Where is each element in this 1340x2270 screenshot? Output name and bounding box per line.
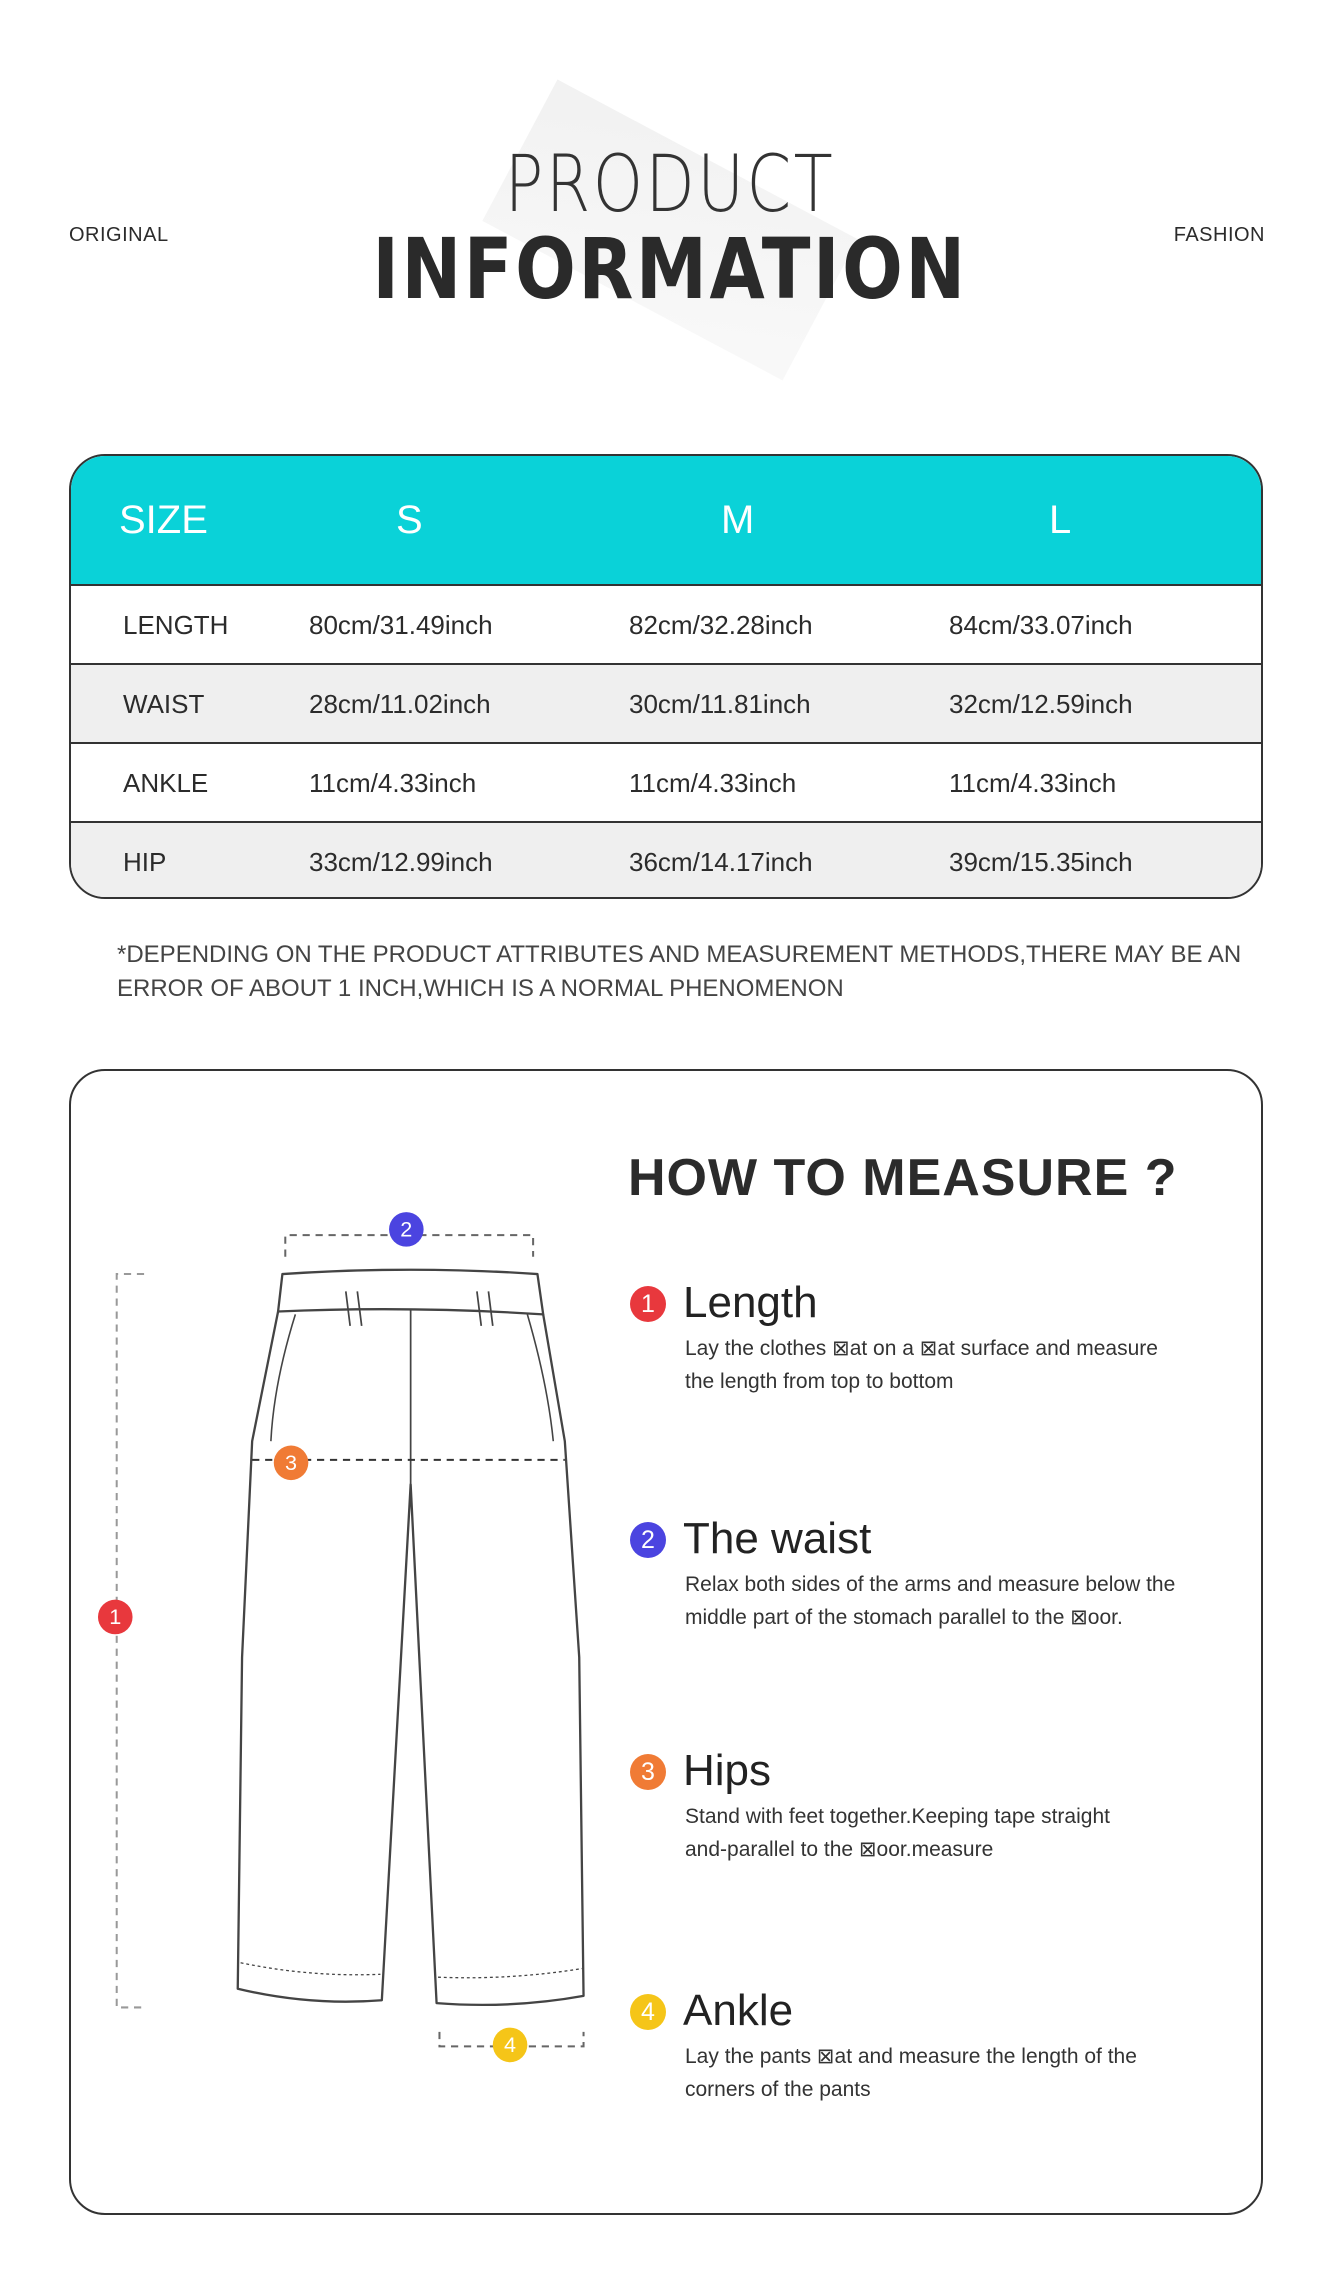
col-m: M — [721, 498, 755, 542]
cell: 39cm/15.35inch — [949, 847, 1133, 877]
size-table-header: SIZE S M L — [71, 456, 1261, 586]
cell: 11cm/4.33inch — [309, 768, 477, 798]
waist-marker-icon — [389, 1212, 424, 1247]
cell: 84cm/33.07inch — [949, 610, 1133, 640]
pants-outline — [236, 1268, 585, 2007]
row-label: HIP — [123, 847, 167, 877]
cell: 11cm/4.33inch — [949, 768, 1117, 798]
item-description: Relax both sides of the arms and measure… — [685, 1573, 1176, 1629]
cell: 82cm/32.28inch — [629, 610, 813, 640]
number-badge: 1 — [630, 1286, 666, 1322]
table-row: HIP 33cm/12.99inch 36cm/14.17inch 39cm/1… — [71, 823, 1261, 897]
ankle-marker-number: 4 — [504, 2032, 516, 2057]
row-label: ANKLE — [123, 768, 209, 798]
cell: 28cm/11.02inch — [309, 689, 491, 719]
length-marker-icon — [97, 1599, 133, 1635]
title-information: INFORMATION — [372, 220, 968, 318]
item-description: Stand with feet together.Keeping tape st… — [685, 1805, 1110, 1861]
table-row: LENGTH 80cm/31.49inch 82cm/32.28inch 84c… — [71, 586, 1261, 665]
item-description: Lay the clothes ⊠at on a ⊠at surface and… — [685, 1337, 1158, 1393]
row-label: LENGTH — [123, 610, 229, 640]
table-row: WAIST 28cm/11.02inch 30cm/11.81inch 32cm… — [71, 665, 1261, 744]
table-row: ANKLE 11cm/4.33inch 11cm/4.33inch 11cm/4… — [71, 744, 1261, 823]
number-badge: 4 — [630, 1994, 666, 2030]
measure-guides — [115, 1234, 585, 2048]
cell: 33cm/12.99inch — [309, 847, 493, 877]
item-title: The waist — [683, 1514, 872, 1563]
item-title: Hips — [683, 1746, 772, 1795]
hip-marker-number: 3 — [285, 1450, 297, 1475]
title-product: PRODUCT — [504, 140, 836, 230]
hip-marker-icon — [273, 1445, 309, 1481]
fashion-label: FASHION — [1173, 224, 1265, 246]
how-to-measure-title: HOW TO MEASURE ? — [628, 1149, 1178, 1207]
note-line: ERROR OF ABOUT 1 INCH,WHICH IS A NORMAL … — [117, 975, 844, 1002]
cell: 32cm/12.59inch — [949, 689, 1133, 719]
size-table: SIZE S M L LENGTH 80cm/31.49inch 82cm/32… — [69, 454, 1263, 899]
cell: 11cm/4.33inch — [629, 768, 797, 798]
cell: 80cm/31.49inch — [309, 610, 493, 640]
ankle-marker-icon — [492, 2027, 528, 2063]
original-label: ORIGINAL — [69, 224, 169, 246]
note-line: *DEPENDING ON THE PRODUCT ATTRIBUTES AND… — [117, 941, 1242, 968]
item-title: Length — [683, 1278, 818, 1327]
measurement-note: *DEPENDING ON THE PRODUCT ATTRIBUTES AND… — [117, 938, 1257, 1006]
item-description: Lay the pants ⊠at and measure the length… — [685, 2045, 1137, 2101]
cell: 36cm/14.17inch — [629, 847, 813, 877]
cell: 30cm/11.81inch — [629, 689, 811, 719]
number-badge: 3 — [630, 1754, 666, 1790]
length-marker-number: 1 — [109, 1604, 121, 1629]
how-to-measure-card — [69, 1069, 1263, 2215]
waist-marker-number: 2 — [400, 1217, 412, 1242]
col-s: S — [396, 498, 423, 542]
item-title: Ankle — [683, 1986, 794, 2035]
col-l: L — [1049, 498, 1072, 542]
col-size: SIZE — [119, 498, 208, 542]
row-label: WAIST — [123, 689, 205, 719]
number-badge: 2 — [630, 1522, 666, 1558]
